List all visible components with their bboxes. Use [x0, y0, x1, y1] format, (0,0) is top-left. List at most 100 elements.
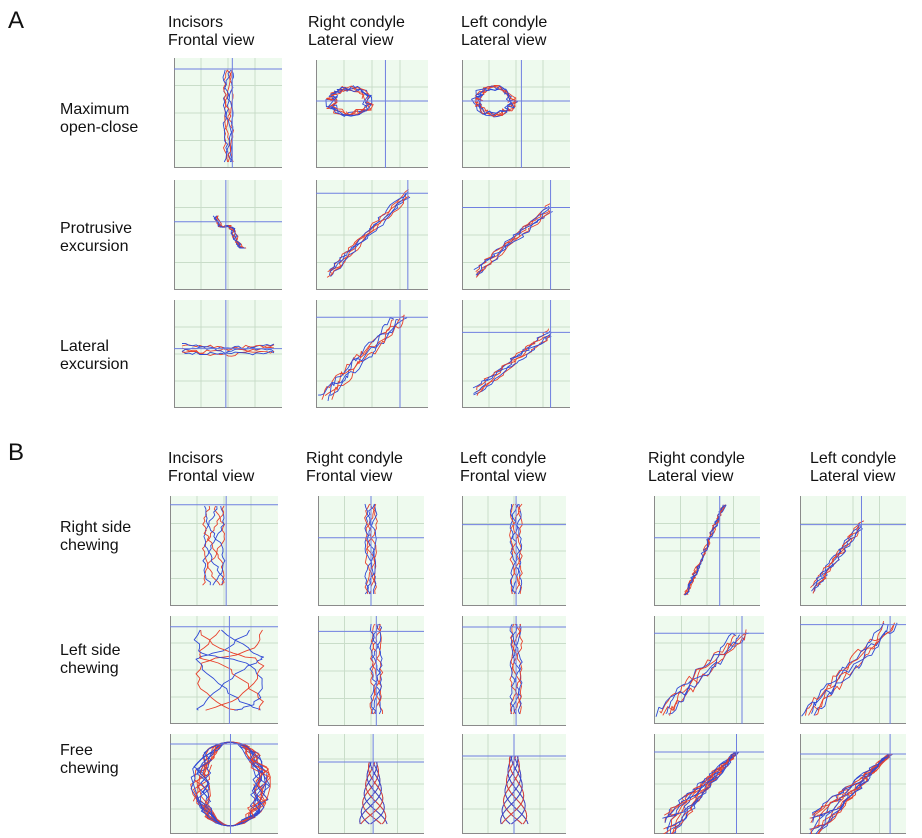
trajectory-plot-svg — [800, 616, 906, 724]
trajectory-plot — [462, 180, 570, 290]
trace-blue — [195, 629, 261, 711]
panel-b-row-1-line1: Right side — [60, 519, 132, 536]
panel-b-col-5-header: Left condyle Lateral view — [810, 450, 896, 486]
trace-red — [362, 761, 382, 825]
panel-b-col-3-line2: Frontal view — [460, 468, 547, 485]
trace-red — [509, 503, 523, 595]
panel-b-row-2-label: Left side chewing — [60, 642, 120, 678]
plot-frame — [170, 616, 278, 724]
trace-red — [812, 526, 860, 594]
trace-blue — [811, 753, 889, 819]
trace-red — [501, 755, 525, 825]
plot-frame — [462, 180, 570, 290]
trace-red — [200, 629, 265, 711]
trace-red — [199, 629, 264, 711]
trace-blue — [812, 524, 861, 586]
plot-frame — [800, 616, 906, 724]
trace-red — [509, 503, 523, 595]
panel-a-row-3-line2: excursion — [60, 356, 129, 373]
trace-blue — [203, 505, 225, 586]
trajectory-plot — [654, 616, 764, 724]
trace-red — [360, 761, 384, 825]
plot-frame — [316, 180, 428, 290]
panel-b-col-4-header: Right condyle Lateral view — [648, 450, 745, 486]
panel-b-col-4-line2: Lateral view — [648, 468, 734, 485]
trace-red — [669, 629, 747, 716]
trace-red — [475, 209, 550, 278]
trace-blue — [329, 196, 411, 276]
trace-red — [202, 505, 226, 586]
panel-b-row-1-label: Right side chewing — [60, 519, 131, 555]
panel-a-row-3-label: Lateral excursion — [60, 338, 128, 374]
plot-frame — [654, 616, 764, 724]
trajectory-plot-svg — [170, 616, 278, 724]
plot-frame — [170, 496, 278, 606]
trace-red — [662, 632, 747, 716]
panel-a-row-2-label: Protrusive excursion — [60, 220, 132, 256]
trace-red — [659, 635, 736, 714]
panel-b-row-3-line2: chewing — [60, 760, 119, 777]
trace-red — [506, 755, 528, 825]
trace-red — [808, 622, 896, 716]
trace-blue — [662, 751, 736, 819]
trajectory-plot — [170, 496, 278, 606]
panel-a-col-3-line1: Left condyle — [461, 14, 548, 31]
trace-red — [365, 503, 377, 595]
panel-a-col-1-line1: Incisors — [168, 14, 224, 31]
panel-a-col-1-header: Incisors Frontal view — [168, 14, 254, 50]
trajectory-plot-svg — [462, 60, 570, 168]
trace-red — [321, 319, 394, 400]
plot-frame — [318, 734, 424, 834]
trajectory-plot — [318, 616, 424, 726]
trace-blue — [193, 629, 263, 711]
trace-red — [813, 520, 865, 590]
panel-b-col-1-line1: Incisors — [168, 450, 224, 467]
trace-blue — [327, 87, 372, 116]
panel-a-col-2-line1: Right condyle — [308, 14, 405, 31]
trace-blue — [684, 504, 726, 596]
panel-a-row-1-label: Maximum open-close — [60, 101, 138, 137]
trace-blue — [473, 206, 551, 270]
trajectory-plot — [170, 734, 278, 834]
trace-red — [326, 88, 373, 116]
trace-blue — [476, 205, 550, 277]
trace-blue — [801, 622, 885, 717]
trace-red — [509, 623, 523, 715]
panel-b-row-3-label: Free chewing — [60, 742, 119, 778]
trace-blue — [181, 342, 275, 356]
panel-b-col-5-line1: Left condyle — [810, 450, 897, 467]
trace-blue — [815, 753, 894, 834]
trace-blue — [202, 505, 225, 586]
panel-a-row-2-line1: Protrusive — [60, 220, 133, 237]
trajectory-plot-svg — [316, 180, 428, 290]
plot-frame — [174, 180, 282, 290]
trajectory-plot-svg — [462, 616, 566, 726]
trace-red — [815, 623, 895, 716]
plot-frame — [174, 58, 282, 168]
trace-blue — [364, 503, 378, 595]
plot-frame — [462, 60, 570, 168]
trajectory-plot-svg — [654, 616, 764, 724]
plot-frame — [316, 60, 428, 168]
trace-blue — [364, 503, 377, 595]
trajectory-plot — [316, 300, 428, 408]
trace-red — [202, 505, 225, 586]
trace-blue — [812, 523, 860, 593]
panel-b-col-2-line2: Frontal view — [306, 468, 393, 485]
trace-blue — [222, 69, 234, 163]
panel-a-row-2-line2: excursion — [60, 238, 129, 255]
trace-blue — [475, 85, 515, 116]
trace-blue — [507, 755, 526, 825]
panel-b-row-1-line2: chewing — [60, 537, 119, 554]
panel-b-col-1-header: Incisors Frontal view — [168, 450, 254, 486]
trace-blue — [668, 632, 750, 715]
trace-blue — [669, 751, 739, 834]
trajectory-plot-svg — [170, 734, 278, 834]
trace-red — [195, 629, 263, 711]
trajectory-plot-svg — [170, 496, 278, 606]
trace-red — [326, 85, 374, 116]
trajectory-plot — [316, 60, 428, 168]
trajectory-plot-svg — [462, 734, 566, 834]
trace-blue — [509, 503, 523, 595]
trace-blue — [509, 623, 523, 715]
